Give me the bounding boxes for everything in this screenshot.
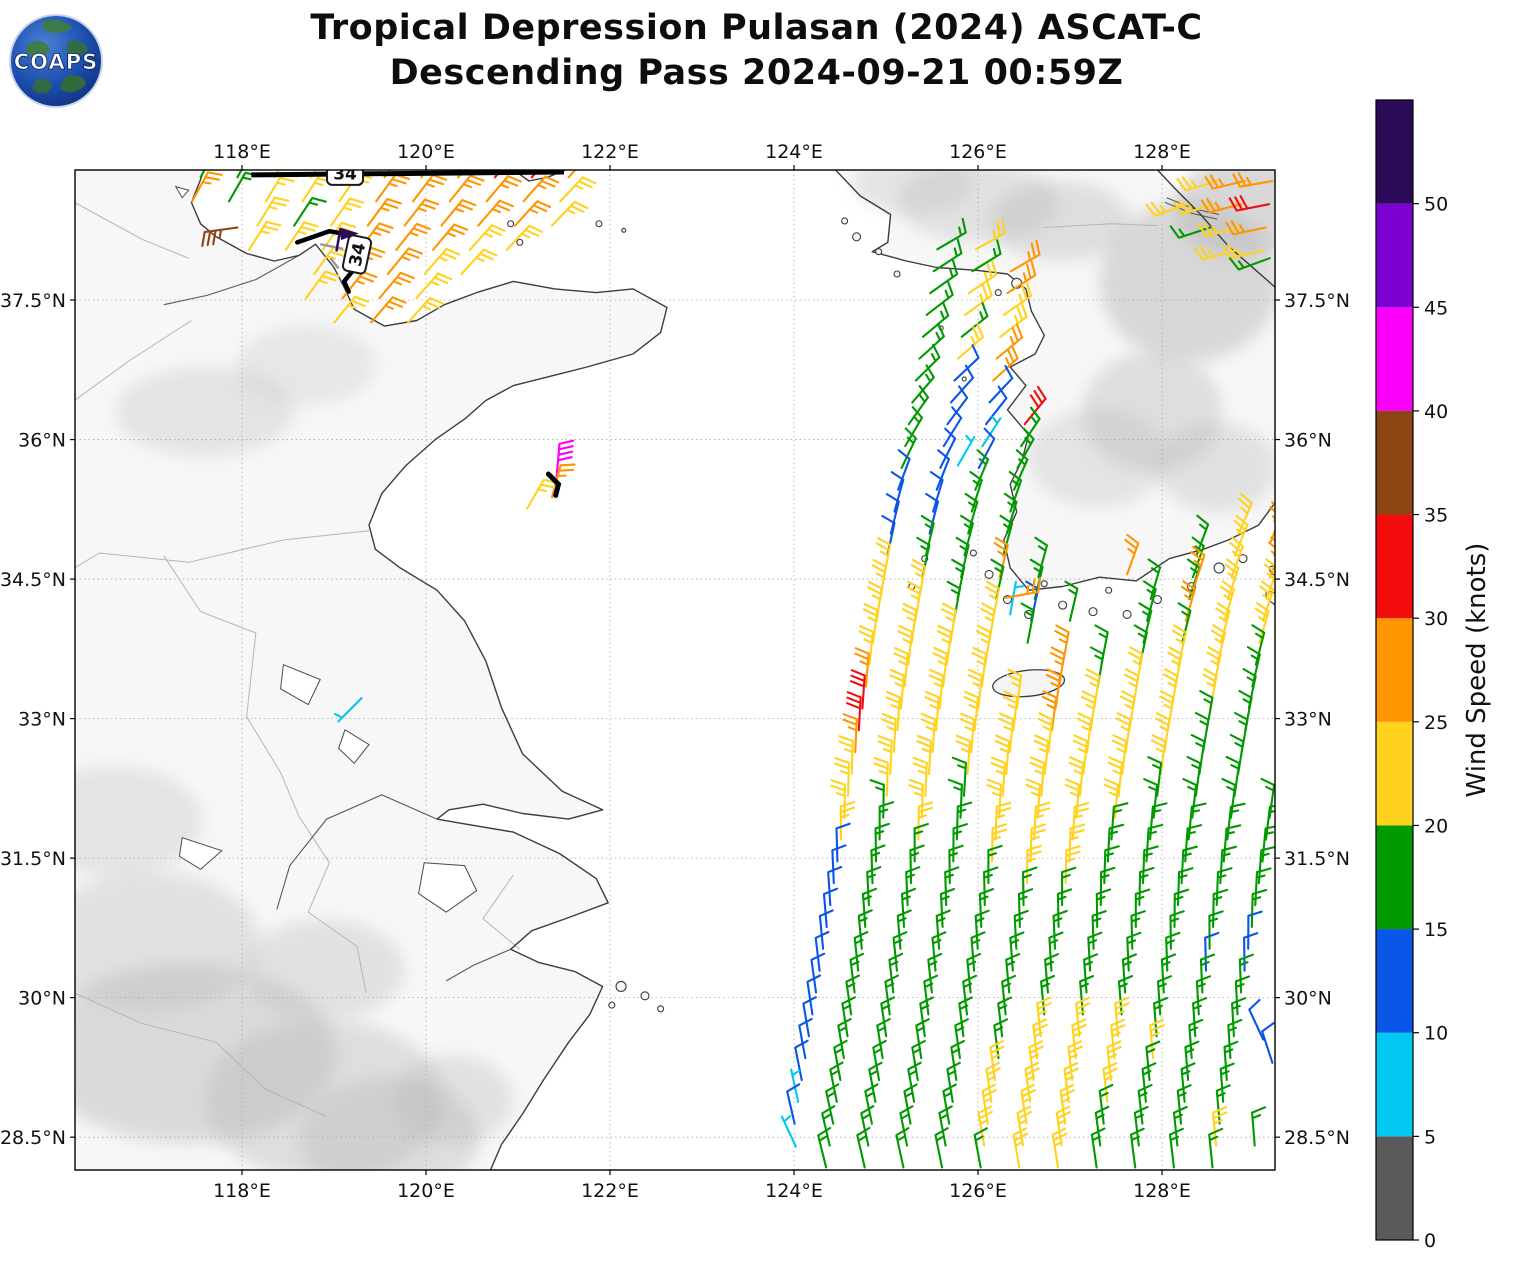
lon-tick-label-top: 122°E (581, 141, 639, 163)
lat-tick-label-left: 31.5°N (0, 848, 66, 870)
lat-tick-label-right: 34.5°N (1284, 569, 1350, 591)
colorbar-tick-label: 25 (1424, 712, 1448, 734)
colorbar-segment-30-35 (1376, 514, 1413, 619)
lat-tick-label-right: 31.5°N (1284, 848, 1350, 870)
lon-tick-label-bottom: 128°E (1133, 1180, 1191, 1202)
lon-tick-label-top: 120°E (397, 141, 455, 163)
lon-tick-label-bottom: 120°E (397, 1180, 455, 1202)
lon-tick-label-bottom: 124°E (765, 1180, 823, 1202)
lat-tick-label-left: 36°N (18, 430, 66, 452)
lat-tick-label-right: 30°N (1284, 988, 1332, 1010)
title-line-1: Tropical Depression Pulasan (2024) ASCAT… (310, 8, 1203, 48)
colorbar-segment-0-5 (1376, 1136, 1413, 1240)
svg-text:34: 34 (346, 241, 371, 268)
colorbar-segment-45-50 (1376, 203, 1413, 308)
lon-tick-label-top: 128°E (1133, 141, 1191, 163)
colorbar-segment-50-55 (1376, 100, 1413, 204)
lon-tick-label-top: 124°E (765, 141, 823, 163)
colorbar-tick-label: 45 (1424, 297, 1448, 319)
lat-tick-label-right: 36°N (1284, 430, 1332, 452)
logo-text: COAPS (14, 50, 98, 74)
wind-radius-label-2: 34 (341, 234, 373, 275)
colorbar-tick-label: 30 (1424, 608, 1448, 630)
coastlines (75, 170, 1275, 1170)
colorbar: 0 5 10 15 20 25 30 35 40 45 50 Wind Speed (knots) (1375, 99, 1492, 1252)
colorbar-axis-label: Wind Speed (knots) (1462, 543, 1492, 798)
wind-radius-label-1: 34 (326, 164, 365, 186)
lat-tick-label-right: 33°N (1284, 709, 1332, 731)
colorbar-segment-40-45 (1376, 307, 1413, 411)
lat-tick-label-left: 30°N (18, 988, 66, 1010)
lon-tick-label-bottom: 118°E (213, 1180, 271, 1202)
lat-tick-label-left: 28.5°N (0, 1127, 66, 1149)
svg-text:34: 34 (333, 164, 357, 184)
lat-tick-label-right: 37.5°N (1284, 290, 1350, 312)
colorbar-tick-label: 5 (1424, 1126, 1436, 1148)
lat-tick-label-left: 37.5°N (0, 290, 66, 312)
lat-tick-label-left: 33°N (18, 709, 66, 731)
lon-tick-label-bottom: 126°E (949, 1180, 1007, 1202)
colorbar-segment-10-15 (1376, 929, 1413, 1033)
figure-title: Tropical Depression Pulasan (2024) ASCAT… (0, 6, 1513, 96)
colorbar-tick-label: 10 (1424, 1023, 1448, 1045)
title-line-2: Descending Pass 2024-09-21 00:59Z (389, 52, 1124, 93)
colorbar-segment-15-20 (1376, 825, 1413, 930)
coaps-logo: COAPS (9, 14, 103, 108)
colorbar-tick-label: 15 (1424, 919, 1448, 941)
colorbar-tick-label: 35 (1424, 505, 1448, 527)
storm-track-overlay: 34 34 (251, 164, 565, 498)
lat-tick-label-right: 28.5°N (1284, 1127, 1350, 1149)
colorbar-segment-5-10 (1376, 1032, 1413, 1137)
lon-tick-label-bottom: 122°E (581, 1180, 639, 1202)
map-frame-and-axes: 118°E 118°E 120°E 120°E 122°E 122°E 124°E 124°E… (0, 141, 1350, 1202)
colorbar-tick-label: 20 (1424, 815, 1448, 837)
colorbar-tick-label: 0 (1424, 1230, 1436, 1252)
colorbar-segment-20-25 (1376, 721, 1413, 826)
wind-barbs-layer (191, 170, 1275, 1169)
lat-tick-label-left: 34.5°N (0, 569, 66, 591)
colorbar-segment-35-40 (1376, 410, 1413, 515)
colorbar-tick-label: 40 (1424, 401, 1448, 423)
colorbar-segment-25-30 (1376, 618, 1413, 722)
lon-tick-label-top: 118°E (213, 141, 271, 163)
lon-tick-label-top: 126°E (949, 141, 1007, 163)
colorbar-tick-label: 50 (1424, 194, 1448, 216)
